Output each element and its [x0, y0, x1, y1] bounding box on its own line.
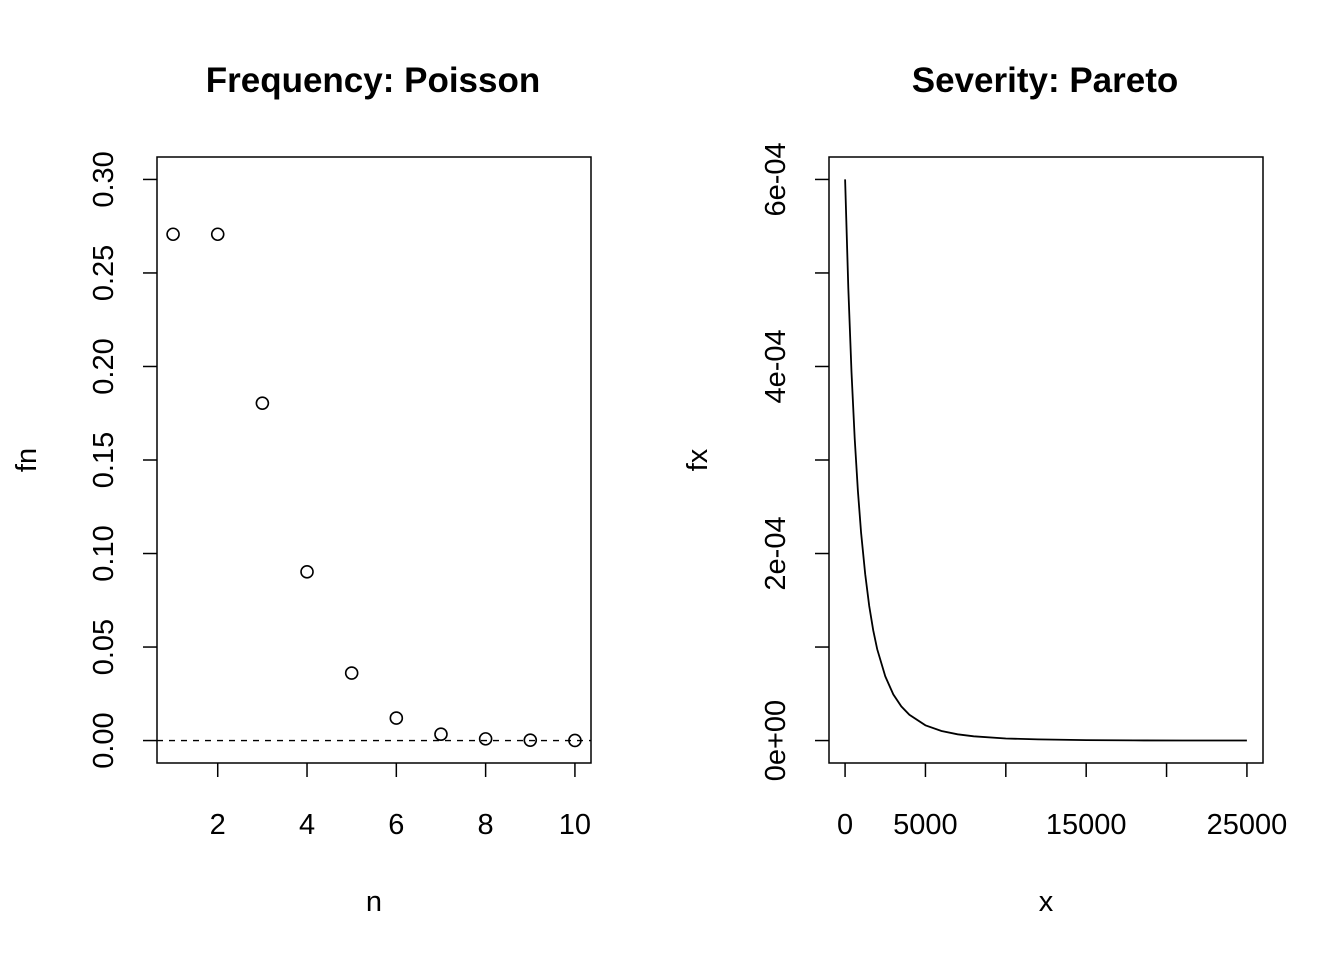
x-tick-label: 6: [388, 809, 404, 841]
y-tick-label: 0.00: [88, 712, 120, 768]
x-tick-label: 4: [299, 809, 315, 841]
y-tick-label: 0.30: [88, 151, 120, 207]
x-tick-label: 10: [559, 809, 591, 841]
y-tick-label: 2e-04: [760, 516, 792, 590]
y-axis-label: fn: [11, 448, 43, 472]
data-point: [166, 227, 180, 242]
data-series: [844, 179, 1247, 742]
y-axis-ticks: 0e+00 2e-04 4e-04 6e-04: [760, 142, 829, 781]
plot-frame: [828, 156, 1264, 764]
data-point: [255, 396, 270, 410]
x-axis-ticks: 0 5000 15000 25000: [837, 763, 1287, 841]
y-axis-label: fx: [682, 448, 714, 471]
chart-title: Severity: Pareto: [912, 61, 1179, 100]
data-point: [434, 727, 448, 741]
x-tick-label: 5000: [893, 809, 958, 841]
x-axis-label: x: [1039, 886, 1054, 918]
frequency-poisson-panel: Frequency: Poisson n fn 2 4 6 8 10 0.000.050…: [11, 61, 592, 918]
y-tick-label: 0.05: [88, 619, 120, 675]
data-points: [157, 227, 591, 748]
x-tick-label: 25000: [1207, 809, 1288, 841]
data-point: [389, 711, 404, 725]
data-point: [210, 227, 225, 242]
y-tick-label: 0.10: [88, 525, 120, 581]
data-point: [300, 565, 314, 579]
chart-title: Frequency: Poisson: [206, 61, 541, 100]
y-tick-label: 6e-04: [760, 142, 792, 216]
y-tick-label: 0e+00: [760, 700, 792, 781]
series-line: [844, 179, 1247, 742]
data-point: [344, 666, 359, 680]
data-point: [568, 733, 582, 748]
plot-frame: [156, 156, 592, 764]
y-tick-label: 4e-04: [760, 329, 792, 403]
x-tick-label: 15000: [1046, 809, 1127, 841]
y-tick-label: 0.15: [88, 432, 120, 488]
x-axis-label: n: [366, 886, 382, 918]
x-tick-label: 2: [210, 809, 226, 841]
x-tick-label: 0: [837, 809, 853, 841]
data-point: [478, 732, 493, 746]
y-tick-label: 0.20: [88, 338, 120, 394]
x-tick-label: 8: [478, 809, 494, 841]
severity-pareto-panel: Severity: Pareto x fx 0 5000 15000 25000 0e…: [682, 61, 1287, 918]
y-tick-label: 0.25: [88, 245, 120, 301]
y-axis-ticks: 0.00 0.05 0.10 0.15 0.20 0.25 0.30: [88, 151, 157, 769]
x-axis-ticks: 2 4 6 8 10: [210, 763, 591, 841]
data-point: [523, 733, 538, 747]
